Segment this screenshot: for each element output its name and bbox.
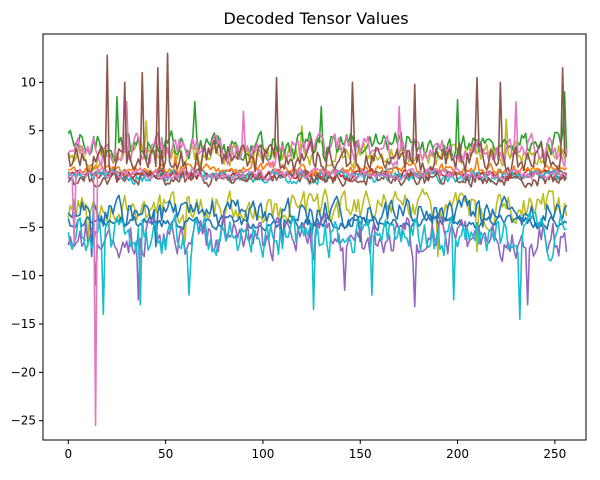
series-layer [67,52,568,427]
y-tick-label: −25 [11,414,36,428]
chart-title: Decoded Tensor Values [223,9,408,28]
series-line-13 [67,212,568,308]
y-tick-label: 5 [28,124,36,138]
x-tick-label: 50 [158,447,173,461]
y-tick-label: −15 [11,317,36,331]
x-tick-label: 200 [446,447,469,461]
y-tick-label: −10 [11,269,36,283]
axes-layer: 0 50 100 150 200 250 −25 −20 −15 −10 −5 0 5 10 [11,33,587,461]
y-tick-label: 10 [21,75,36,89]
y-tick-label: −5 [18,220,36,234]
series-line-5 [67,168,568,189]
plot-frame [42,33,587,441]
x-tick-label: 100 [251,447,274,461]
y-tick-label: 0 [28,172,36,186]
y-tick-label: −20 [11,365,36,379]
x-tick-label: 0 [64,447,72,461]
series-line-15 [67,167,568,427]
x-tick-label: 150 [349,447,372,461]
series-line-4 [67,167,567,186]
series-line-11 [67,194,568,258]
x-tick-label: 250 [543,447,566,461]
series-line-14 [67,211,567,320]
series-line-9 [67,52,568,182]
